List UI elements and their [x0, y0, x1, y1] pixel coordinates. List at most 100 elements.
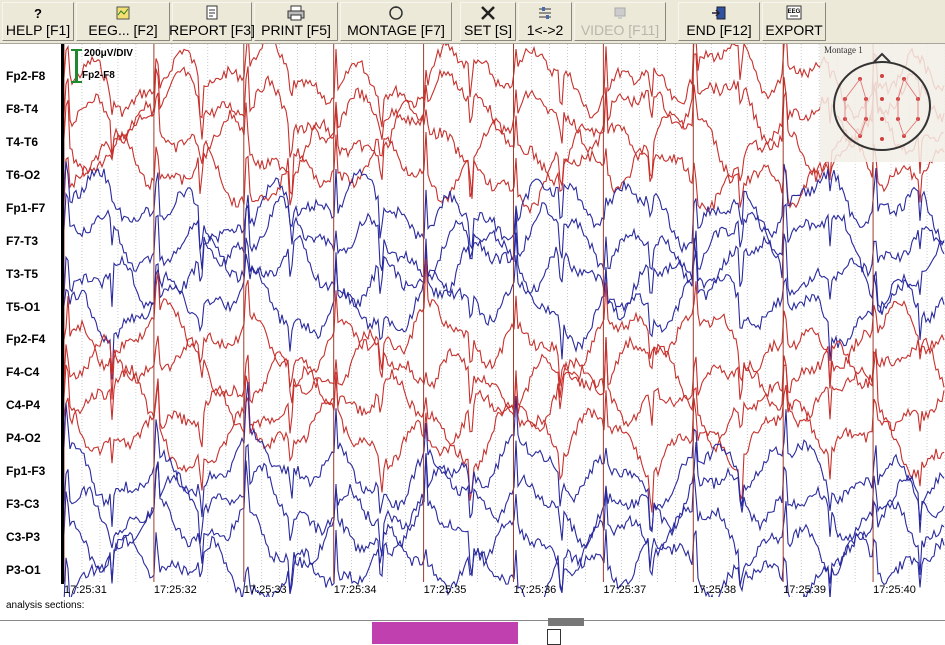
scale-bar-cap-bottom: [71, 81, 82, 83]
toolbar-button-label: EEG... [F2]: [88, 22, 158, 38]
electrode-link: [903, 118, 919, 137]
eeg-trace-t6-o2[interactable]: [63, 130, 945, 215]
montage-panel: [820, 44, 945, 162]
channel-label[interactable]: T3-T5: [6, 266, 39, 281]
report-button[interactable]: REPORT [F3]: [169, 2, 255, 41]
channel-label[interactable]: T5-O1: [6, 299, 41, 314]
channel-label[interactable]: P3-O1: [6, 562, 41, 577]
electrode-dot: [880, 137, 884, 141]
time-label: 17:25:33: [244, 584, 287, 596]
electrode-link: [897, 78, 905, 100]
channel-label[interactable]: Fp2-F8: [6, 69, 46, 84]
exit-icon: [711, 4, 727, 22]
eeg-waveform-display[interactable]: 17:25:31 17:25:32 17:25:33 17:25:34 17:25:35…: [0, 44, 945, 597]
toolbar-button-label: END [F12]: [686, 22, 752, 38]
scale-channel-label: Fp2-F8: [82, 70, 115, 81]
time-label: 17:25:39: [783, 584, 826, 596]
eeg-trace-f3-c3[interactable]: [63, 440, 945, 557]
montage-diagram[interactable]: Montage 1: [820, 44, 945, 162]
channel-label[interactable]: T4-T6: [6, 135, 39, 150]
channel-label[interactable]: F7-T3: [6, 233, 39, 248]
channel-label[interactable]: Fp1-F7: [6, 200, 46, 215]
video-button: VIDEO [F11]: [574, 2, 666, 41]
print-icon: [287, 4, 305, 22]
toolbar-button-label: 1<->2: [526, 22, 564, 38]
svg-text:EEG: EEG: [788, 9, 801, 15]
nose-icon: [873, 52, 891, 63]
scale-bar: [75, 50, 78, 82]
time-label: 17:25:36: [513, 584, 556, 596]
eeg-trace-c4-p4[interactable]: [63, 336, 945, 454]
time-label: 17:25:37: [603, 584, 646, 596]
toolbar-button-label: SET [S]: [464, 22, 512, 38]
set-button[interactable]: SET [S]: [460, 2, 516, 41]
help-icon: ?: [34, 5, 42, 21]
channel-label[interactable]: F3-C3: [6, 496, 40, 511]
eeg-trace-fp1-f3[interactable]: [63, 382, 945, 531]
eeg-trace-fp2-f4[interactable]: [63, 258, 945, 400]
export-icon: EEG: [785, 4, 803, 22]
analysis-section-marker[interactable]: [372, 622, 518, 644]
electrode-link: [844, 78, 861, 100]
scale-bar-cap-top: [71, 49, 82, 51]
section-scroll-handle[interactable]: [548, 618, 584, 626]
channel-label[interactable]: Fp1-F3: [6, 463, 46, 478]
channel-label-column: Fp2-F8 F8-T4 T4-T6 T6-O2 Fp1-F7 F7-T3 T3-T5 T5-…: [0, 44, 62, 597]
toolbar-button-label: PRINT [F5]: [261, 22, 331, 38]
eeg-trace-p3-o1[interactable]: [63, 523, 945, 597]
toolbar-button-label: REPORT [F3]: [169, 22, 255, 38]
channel-label[interactable]: T6-O2: [6, 168, 41, 183]
time-label: 17:25:34: [334, 584, 377, 596]
montage-title: Montage 1: [824, 45, 863, 55]
eeg-trace-f7-t3[interactable]: [63, 191, 945, 284]
video-icon: [612, 4, 628, 22]
electrode-dot: [880, 74, 884, 78]
eeg-trace-t5-o1[interactable]: [63, 230, 945, 380]
time-label: 17:25:32: [154, 584, 197, 596]
toolbar: ? HELP [F1] EEG... [F2] REPORT [F3] PRINT [F…: [0, 0, 945, 44]
analysis-sections-bar[interactable]: [0, 618, 945, 645]
eeg-file-icon: [115, 4, 131, 22]
montage-icon: [388, 4, 404, 22]
eeg-trace-f4-c4[interactable]: [63, 329, 945, 415]
report-icon: [204, 4, 220, 22]
switch-icon: [537, 4, 553, 22]
analysis-sections-label: analysis sections:: [6, 600, 85, 611]
electrode-link: [897, 118, 905, 137]
tools-icon: [480, 4, 496, 22]
eeg-trace-t4-t6[interactable]: [63, 80, 945, 206]
eeg-trace-t3-t5[interactable]: [63, 232, 945, 321]
eeg-trace-fp2-f8[interactable]: [63, 44, 945, 128]
channel-label[interactable]: Fp2-F4: [6, 332, 46, 347]
eeg-trace-p4-o2[interactable]: [63, 364, 945, 513]
montage-button[interactable]: MONTAGE [F7]: [340, 2, 452, 41]
eeg-trace-c3-p3[interactable]: [63, 453, 945, 597]
channel-label[interactable]: C4-P4: [6, 398, 41, 413]
electrode-link: [844, 118, 861, 137]
end-button[interactable]: END [F12]: [678, 2, 760, 41]
electrode-link: [859, 118, 867, 137]
channel-label[interactable]: F8-T4: [6, 102, 39, 117]
12-button[interactable]: 1<->2: [518, 2, 572, 41]
time-label: 17:25:35: [424, 584, 467, 596]
time-label: 17:25:31: [64, 584, 107, 596]
toolbar-button-label: HELP [F1]: [5, 22, 71, 38]
electrode-dot: [880, 97, 884, 101]
time-axis-start: [61, 44, 64, 584]
electrode-link: [903, 78, 919, 100]
eeg-button[interactable]: EEG... [F2]: [76, 2, 170, 41]
print-button[interactable]: PRINT [F5]: [254, 2, 338, 41]
toolbar-button-label: VIDEO [F11]: [580, 22, 660, 38]
channel-label[interactable]: F4-C4: [6, 365, 40, 380]
export-button[interactable]: EEG EXPORT: [762, 2, 826, 41]
head-outline: [833, 61, 931, 151]
scale-label: 200μV/DIV: [84, 48, 133, 59]
help-button[interactable]: ? HELP [F1]: [2, 2, 74, 41]
toolbar-button-label: EXPORT: [765, 22, 823, 38]
channel-label[interactable]: P4-O2: [6, 431, 41, 446]
time-label: 17:25:38: [693, 584, 736, 596]
eeg-trace-f8-t4[interactable]: [63, 53, 945, 160]
electrode-dot: [880, 117, 884, 121]
electrode-link: [859, 78, 867, 100]
channel-label[interactable]: C3-P3: [6, 529, 41, 544]
